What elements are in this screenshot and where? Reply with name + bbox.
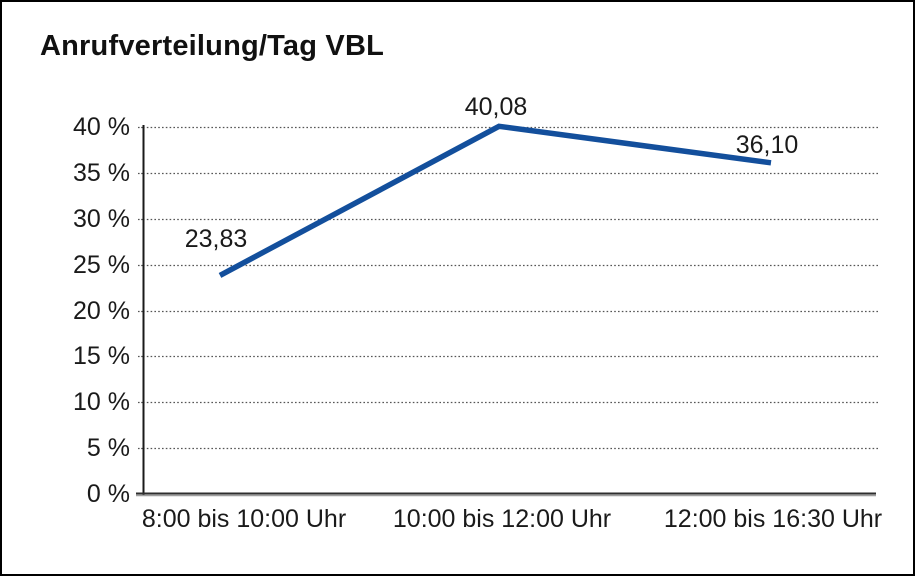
data-point-label: 40,08 xyxy=(464,93,528,121)
y-tick-label: 15 % xyxy=(73,342,130,371)
chart-title: Anrufverteilung/Tag VBL xyxy=(40,30,385,62)
series-line xyxy=(218,123,772,278)
y-tick-label: 30 % xyxy=(73,204,130,233)
x-tick-label: 8:00 bis 10:00 Uhr xyxy=(141,505,347,533)
y-tick-label: 40 % xyxy=(73,113,130,141)
y-tick-label: 25 % xyxy=(73,250,130,279)
data-point-label: 23,83 xyxy=(184,225,248,253)
y-tick-label: 10 % xyxy=(73,388,130,417)
data-point-label: 36,10 xyxy=(735,131,799,159)
y-tick-label: 20 % xyxy=(73,296,130,325)
y-tick-label: 0 % xyxy=(86,480,130,508)
y-tick-label: 35 % xyxy=(73,158,130,187)
x-tick-label: 12:00 bis 16:30 Uhr xyxy=(663,505,883,533)
x-tick-label: 10:00 bis 12:00 Uhr xyxy=(392,505,612,533)
y-tick-label: 5 % xyxy=(86,434,130,463)
